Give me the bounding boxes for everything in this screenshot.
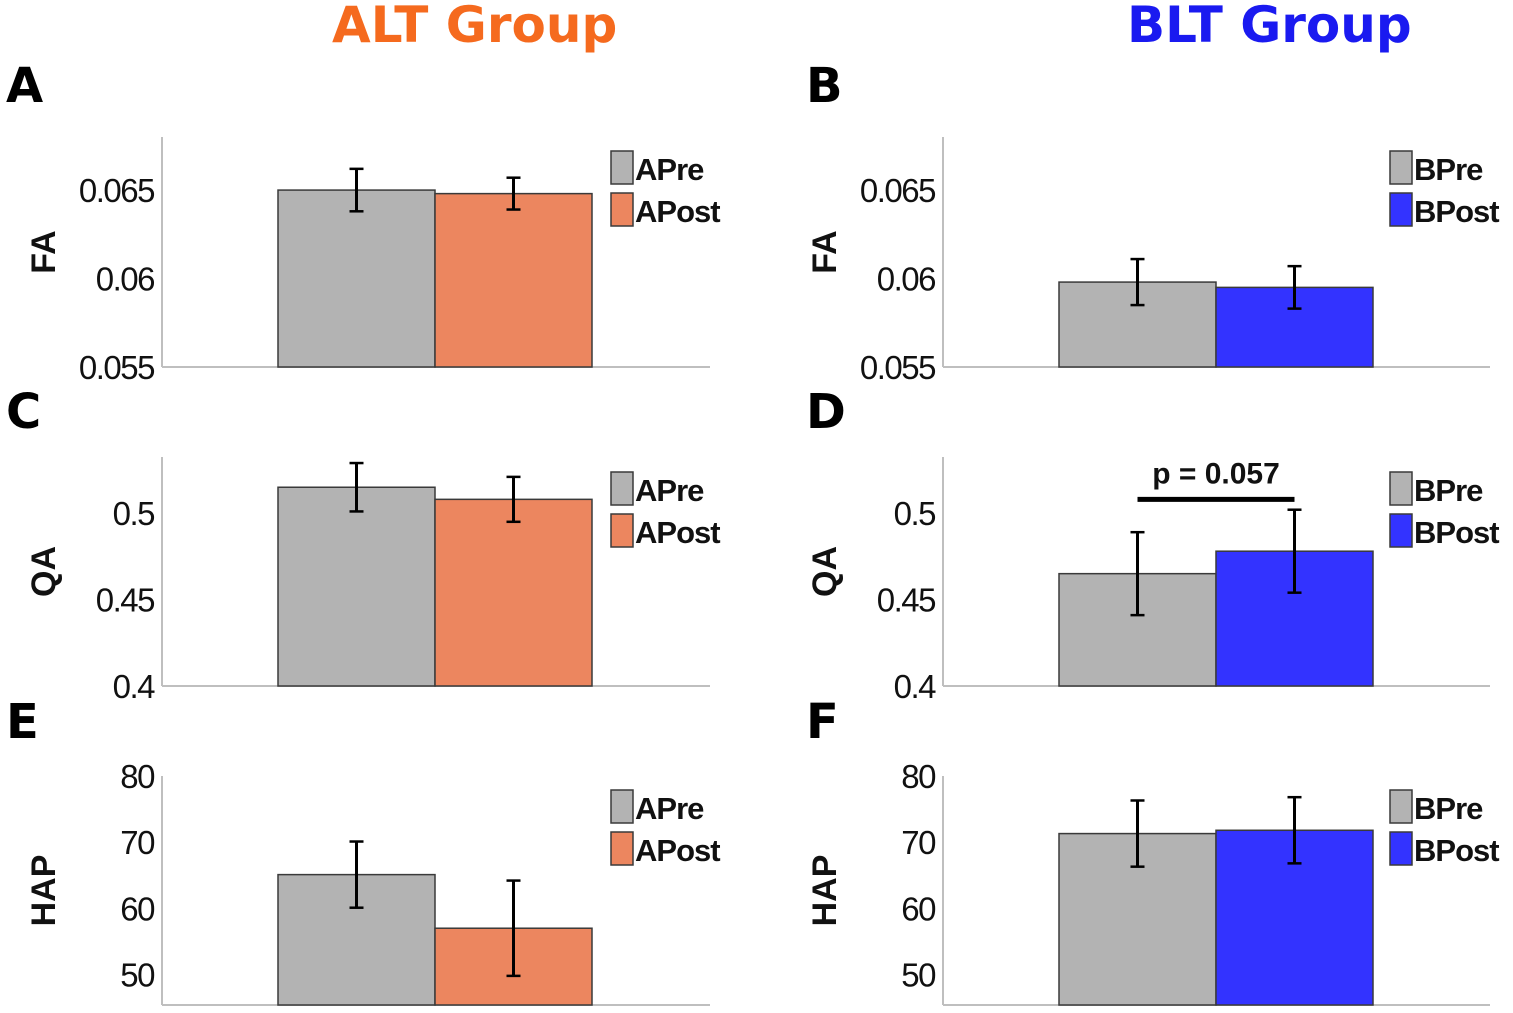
y-tick-label: 0.06 — [96, 261, 154, 298]
y-tick-label: 0.055 — [79, 349, 154, 386]
bar-apost — [434, 192, 593, 368]
panel-label-c: C — [6, 384, 42, 440]
y-tick-label: 0.4 — [894, 668, 937, 705]
legend-swatch-apre — [610, 150, 634, 185]
legend-label-apost: APost — [635, 833, 720, 868]
legend-label-bpost: BPost — [1414, 515, 1499, 550]
legend-label-apre: APre — [635, 791, 704, 826]
error-bar-apre — [349, 840, 364, 909]
bar-bpre — [1058, 572, 1217, 687]
y-tick-label: 60 — [901, 890, 936, 927]
legend-swatch-apost — [610, 831, 634, 866]
y-tick-label: 0.4 — [113, 668, 156, 705]
legend-swatch-bpost — [1389, 513, 1413, 548]
legend-swatch-bpost — [1389, 192, 1413, 227]
legend-swatch-bpre — [1389, 471, 1413, 506]
y-tick-label: 50 — [120, 957, 155, 994]
y-axis-label: FA — [25, 230, 63, 273]
legend-swatch-apost — [610, 192, 634, 227]
legend-swatch-bpost — [1389, 831, 1413, 866]
bar-apre — [277, 189, 436, 368]
legend-label-apost: APost — [635, 194, 720, 229]
legend-swatch-bpre — [1389, 150, 1413, 185]
panel-label-f: F — [806, 694, 839, 750]
error-bar-apost — [506, 176, 521, 211]
y-tick-label: 0.45 — [96, 582, 154, 619]
y-tick-label: 0.5 — [894, 495, 936, 532]
legend-label-bpre: BPre — [1414, 791, 1483, 826]
error-bar-bpre — [1130, 799, 1145, 868]
legend-label-bpost: BPost — [1414, 833, 1499, 868]
alt-group-title: ALT Group — [332, 0, 618, 54]
y-tick-label: 80 — [901, 758, 936, 795]
panel-label-a: A — [6, 58, 44, 114]
y-tick-label: 60 — [120, 890, 155, 927]
error-bar-bpre — [1130, 530, 1145, 617]
y-axis-label: FA — [806, 230, 844, 273]
y-axis-label: QA — [25, 546, 63, 597]
y-axis-label: QA — [806, 546, 844, 597]
legend-swatch-apost — [610, 513, 634, 548]
y-tick-label: 50 — [901, 957, 936, 994]
y-tick-label: 70 — [901, 824, 936, 861]
panel-label-b: B — [806, 58, 843, 114]
y-tick-label: 0.45 — [877, 582, 935, 619]
legend-label-apre: APre — [635, 152, 704, 187]
y-tick-label: 0.055 — [860, 349, 935, 386]
legend-swatch-apre — [610, 471, 634, 506]
y-tick-label: 0.06 — [877, 261, 935, 298]
legend-label-bpost: BPost — [1414, 194, 1499, 229]
error-bar-apost — [506, 475, 521, 524]
y-tick-label: 0.5 — [113, 495, 155, 532]
panel-label-e: E — [6, 694, 39, 750]
error-bar-bpost — [1287, 508, 1302, 594]
legend-label-bpre: BPre — [1414, 473, 1483, 508]
error-bar-apost — [506, 879, 521, 978]
legend-swatch-bpre — [1389, 789, 1413, 824]
y-tick-label: 70 — [120, 824, 155, 861]
error-bar-apre — [349, 461, 364, 513]
bar-apost — [434, 498, 593, 687]
error-bar-bpre — [1130, 257, 1145, 307]
p-value-annotation: p = 0.057 — [1152, 457, 1280, 490]
panel-label-d: D — [806, 384, 846, 440]
error-bar-bpost — [1287, 264, 1302, 310]
y-tick-label: 0.065 — [79, 172, 154, 209]
y-axis-label: HAP — [25, 855, 63, 927]
legend-label-apre: APre — [635, 473, 704, 508]
legend-label-apost: APost — [635, 515, 720, 550]
error-bar-apre — [349, 167, 364, 213]
y-axis-label: HAP — [806, 855, 844, 927]
y-tick-label: 80 — [120, 758, 155, 795]
legend-label-bpre: BPre — [1414, 152, 1483, 187]
error-bar-bpost — [1287, 795, 1302, 865]
y-tick-label: 0.065 — [860, 172, 935, 209]
blt-group-title: BLT Group — [1127, 0, 1412, 54]
legend-swatch-apre — [610, 789, 634, 824]
